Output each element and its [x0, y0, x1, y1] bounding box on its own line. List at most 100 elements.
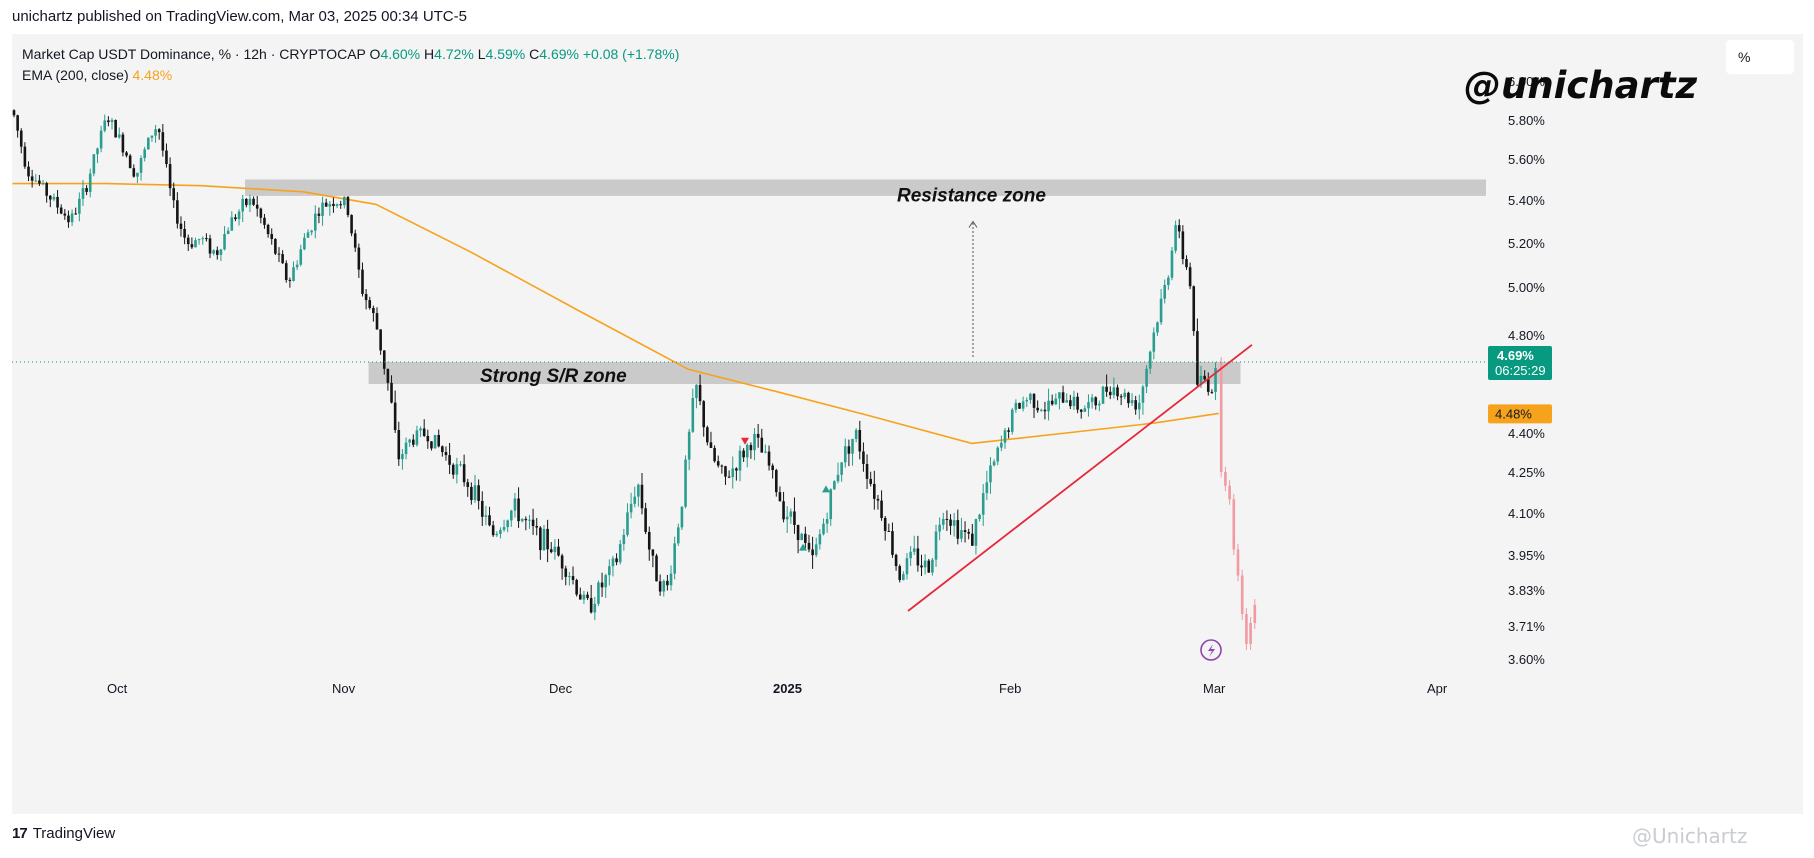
- candle-body: [1181, 231, 1185, 260]
- candle-body: [426, 435, 430, 442]
- candle-body: [38, 180, 41, 184]
- candle-body: [419, 428, 422, 431]
- candle-body: [230, 217, 234, 231]
- candle-body: [546, 528, 549, 550]
- candle-body: [880, 500, 883, 518]
- candle-body: [1058, 392, 1061, 399]
- price-chart[interactable]: Resistance zone Strong S/R zone 6.00% 5.80…: [12, 34, 1803, 814]
- y-tick-label: 5.80%: [1508, 113, 1545, 128]
- candle-body: [212, 250, 215, 254]
- candle-body: [382, 350, 386, 369]
- candle-body: [495, 533, 499, 536]
- candle-body: [350, 215, 353, 234]
- candle-body: [637, 484, 640, 497]
- candle-body: [226, 230, 230, 234]
- candle-body: [274, 238, 277, 254]
- candle-body: [1069, 400, 1072, 407]
- ema-price-box: [1488, 404, 1552, 424]
- x-tick-label: Mar: [1203, 681, 1226, 696]
- y-tick-label: 6.00%: [1508, 74, 1545, 89]
- projection-candle: [1228, 485, 1231, 500]
- candle-body: [121, 134, 125, 153]
- candle-body: [270, 234, 274, 239]
- candle-body: [589, 598, 593, 613]
- candle-body: [88, 173, 92, 192]
- candle-body: [412, 439, 415, 445]
- candle-body: [742, 450, 745, 458]
- candle-body: [477, 485, 480, 501]
- candle-body: [542, 528, 546, 551]
- candle-body: [361, 269, 364, 294]
- event-lightning-icon: [1200, 639, 1222, 661]
- candle-body: [764, 451, 767, 453]
- candle-body: [85, 188, 88, 192]
- candle-body: [535, 526, 539, 528]
- candle-body: [702, 401, 705, 428]
- countdown-value: 06:25:29: [1495, 363, 1546, 378]
- candle-body: [745, 444, 749, 458]
- candle-body: [397, 430, 401, 460]
- candle-body: [593, 603, 597, 613]
- candle-body: [393, 402, 397, 431]
- candle-body: [63, 213, 67, 216]
- y-tick-label: 5.40%: [1508, 193, 1545, 208]
- candle-body: [912, 548, 916, 552]
- candle-body: [571, 576, 575, 581]
- author-watermark: @unichartz: [1464, 64, 1698, 107]
- candle-body: [339, 204, 342, 206]
- candle-body: [531, 519, 535, 527]
- candle-body: [967, 531, 970, 534]
- publish-info: unichartz published on TradingView.com, …: [12, 8, 467, 25]
- candle-body: [470, 486, 473, 501]
- candle-body: [564, 568, 568, 577]
- footer: 17 TradingView: [12, 825, 115, 842]
- candle-body: [902, 574, 905, 580]
- candle-body: [310, 230, 313, 233]
- current-price-tag: 4.69%06:25:29: [1488, 345, 1552, 380]
- candle-body: [938, 524, 941, 532]
- y-tick-label: 4.80%: [1508, 328, 1545, 343]
- candle-body: [74, 213, 78, 215]
- candle-body: [288, 279, 292, 281]
- candle-body: [553, 546, 557, 553]
- candle-body: [161, 132, 165, 151]
- candle-body: [313, 213, 317, 231]
- candle-body: [1003, 430, 1007, 443]
- y-tick-label: 5.60%: [1508, 152, 1545, 167]
- candle-body: [128, 155, 132, 169]
- candle-body: [448, 455, 451, 465]
- candle-body: [499, 529, 502, 534]
- candle-body: [528, 519, 531, 521]
- candle-body: [738, 450, 742, 471]
- footer-brand[interactable]: TradingView: [32, 825, 116, 842]
- candle-body: [455, 464, 459, 475]
- candle-body: [197, 239, 201, 241]
- y-tick-label: 3.95%: [1508, 548, 1545, 563]
- close-value: 4.69%: [539, 46, 579, 62]
- tradingview-logo-icon[interactable]: 17: [12, 825, 28, 842]
- candle-body: [687, 431, 691, 460]
- ema-legend-row: EMA (200, close) 4.48%: [22, 65, 679, 86]
- candle-body: [604, 575, 607, 588]
- candle-body: [1203, 375, 1206, 380]
- chart-area[interactable]: Resistance zone Strong S/R zone 6.00% 5.80…: [12, 34, 1803, 814]
- projection-candle: [1236, 549, 1240, 576]
- candle-body: [520, 518, 524, 522]
- unit-button[interactable]: %: [1726, 40, 1794, 74]
- projection-candle: [1245, 614, 1248, 644]
- candle-body: [201, 238, 205, 240]
- candle-body: [245, 198, 248, 206]
- candle-body: [277, 253, 281, 255]
- candle-body: [883, 517, 887, 531]
- candle-body: [281, 254, 284, 264]
- candle-body: [669, 573, 673, 586]
- candle-body: [629, 503, 633, 513]
- x-tick-label: Oct: [107, 681, 128, 696]
- candle-body: [1152, 332, 1156, 352]
- candle-body: [775, 470, 778, 493]
- candle-body: [1185, 259, 1188, 268]
- candle-body: [760, 437, 764, 453]
- candle-body: [56, 196, 59, 208]
- current-price-value: 4.69%: [1497, 348, 1534, 363]
- candle-body: [735, 468, 738, 471]
